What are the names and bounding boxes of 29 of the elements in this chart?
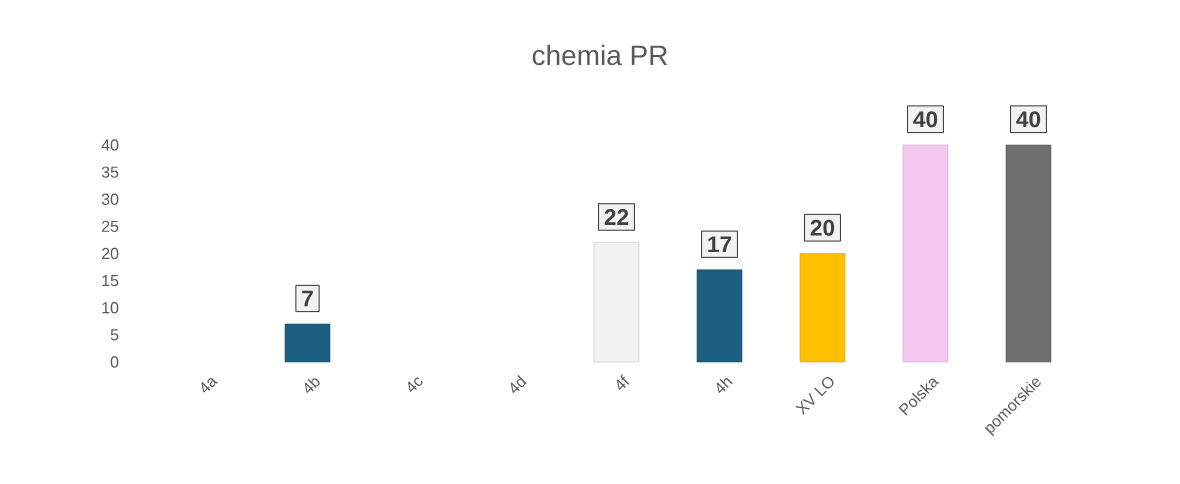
bar	[284, 323, 331, 363]
data-label: 20	[810, 219, 835, 236]
y-tick-label: 35	[101, 166, 119, 178]
y-tick-label: 30	[101, 193, 119, 205]
y-tick-label: 25	[101, 220, 119, 233]
bar	[1005, 144, 1052, 363]
data-label: 40	[913, 111, 938, 128]
y-tick-label: 40	[101, 139, 119, 151]
bar	[593, 242, 640, 363]
x-tick-label: 4a	[201, 377, 218, 393]
x-tick-label: 4h	[716, 378, 733, 394]
bar	[696, 269, 743, 363]
y-tick-label: 15	[102, 275, 119, 287]
chart-title: chemia PR	[532, 44, 668, 66]
data-label: 22	[604, 209, 629, 225]
data-label: 40	[1016, 111, 1041, 128]
x-tick-label: 4d	[510, 375, 527, 394]
x-tick-label: 4c	[408, 377, 423, 393]
y-tick-label: 5	[110, 329, 119, 341]
bar	[902, 144, 949, 363]
bar	[799, 253, 846, 363]
x-tick-label: 4f	[616, 374, 630, 390]
y-tick-label: 0	[110, 356, 119, 368]
y-tick-label: 10	[102, 302, 119, 314]
data-label: 7	[302, 290, 313, 307]
data-label: 17	[708, 236, 732, 253]
x-tick-label: XV LO	[795, 376, 834, 416]
x-tick-label: 4b	[304, 378, 320, 394]
y-tick-label: 20	[101, 247, 119, 260]
